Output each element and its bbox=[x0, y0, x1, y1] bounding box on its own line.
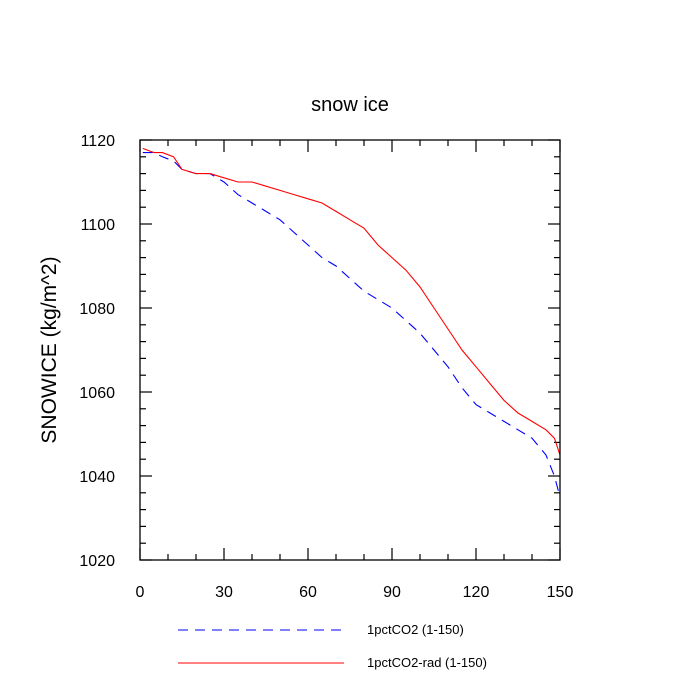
y-tick-label: 1040 bbox=[79, 469, 115, 486]
y-tick-label: 1020 bbox=[79, 553, 115, 570]
x-tick-label: 0 bbox=[136, 584, 145, 601]
x-tick-label: 30 bbox=[215, 584, 233, 601]
legend-label-2: 1pctCO2-rad (1-150) bbox=[367, 655, 487, 670]
axis-ticks bbox=[139, 139, 561, 561]
plot-frame bbox=[139, 139, 561, 561]
y-tick-label: 1080 bbox=[79, 301, 115, 318]
x-tick-label: 60 bbox=[299, 584, 317, 601]
chart-title: snow ice bbox=[311, 94, 389, 116]
x-tick-label: 120 bbox=[463, 584, 490, 601]
series-line-2 bbox=[142, 147, 561, 456]
y-tick-label: 1100 bbox=[81, 217, 116, 234]
x-tick-label: 90 bbox=[383, 584, 401, 601]
y-axis-label: SNOWICE (kg/m^2) bbox=[38, 256, 61, 443]
x-tick-label: 150 bbox=[547, 584, 574, 601]
tick-labels: 0 30 60 90 120 150 1020 1040 1060 1080 1100 1120 bbox=[79, 133, 573, 601]
legend-label-1: 1pctCO2 (1-150) bbox=[367, 622, 464, 637]
legend: 1pctCO2 (1-150) 1pctCO2-rad (1-150) bbox=[178, 622, 487, 670]
series-line-1 bbox=[142, 152, 561, 498]
series-lines bbox=[142, 147, 561, 498]
y-tick-label: 1120 bbox=[81, 133, 116, 150]
y-tick-label: 1060 bbox=[79, 385, 115, 402]
